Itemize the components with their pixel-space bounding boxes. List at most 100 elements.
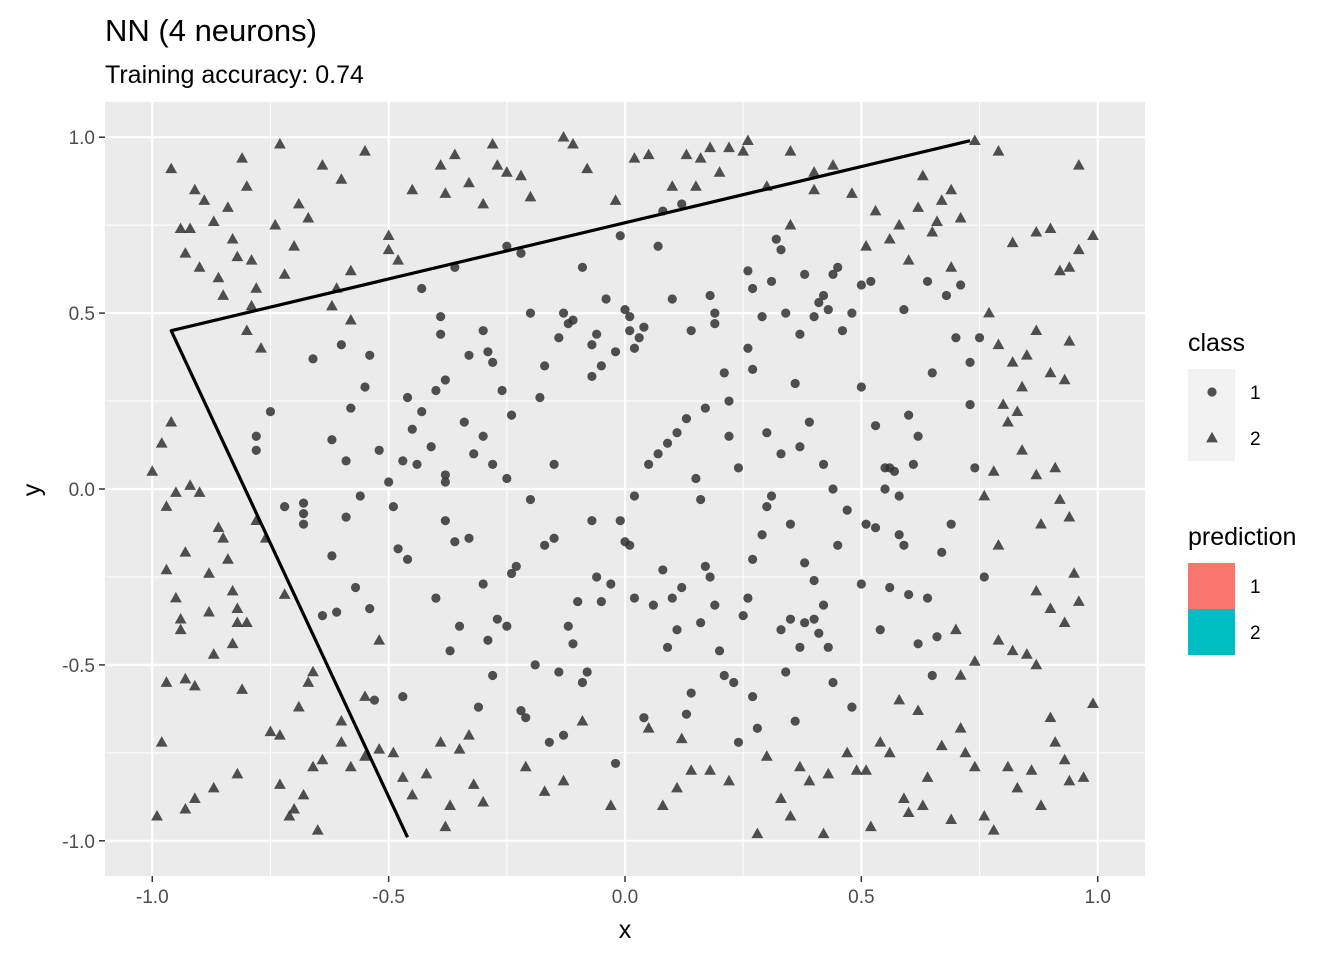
class-2-point <box>1044 602 1057 613</box>
class-2-point <box>968 134 981 146</box>
class-1-point <box>847 308 857 318</box>
y-tick-label: 0.5 <box>69 304 95 325</box>
class-2-point <box>992 634 1005 645</box>
x-tick-label: 1.0 <box>1085 887 1111 908</box>
class-1-point <box>828 269 838 279</box>
class-2-point <box>1006 236 1019 248</box>
class-1-point <box>861 519 871 529</box>
class-2-point <box>382 229 395 241</box>
class-1-point <box>374 445 384 455</box>
class-1-point <box>696 618 706 628</box>
class-1-point <box>974 333 985 343</box>
class-1-point <box>606 579 616 589</box>
class-2-point <box>968 760 981 772</box>
class-2-point <box>1063 774 1076 786</box>
class-1-point <box>369 695 380 705</box>
class-1-point <box>705 290 715 301</box>
class-1-point <box>833 262 843 272</box>
class-1-point <box>658 565 668 575</box>
class-1-point <box>951 333 961 343</box>
class-2-point <box>179 546 192 557</box>
class-2-point <box>685 764 698 775</box>
class-2-point <box>869 204 882 216</box>
class-2-point <box>567 138 579 149</box>
class-1-point <box>629 593 640 603</box>
class-1-point <box>511 561 521 572</box>
class-2-point <box>1030 225 1043 237</box>
class-2-point <box>883 746 896 758</box>
class-1-point <box>785 614 796 624</box>
class-1-point <box>610 758 621 769</box>
class-1-point <box>620 304 630 315</box>
class-2-point <box>723 774 735 786</box>
class-1-point <box>809 312 819 322</box>
class-1-point <box>516 706 526 716</box>
class-1-point <box>904 589 914 600</box>
class-2-point <box>519 760 532 772</box>
class-2-point <box>978 809 991 821</box>
class-1-point <box>440 470 450 480</box>
class-2-point <box>302 676 315 687</box>
class-1-point <box>856 280 866 290</box>
class-2-point <box>902 806 915 818</box>
class-1-point <box>795 329 805 339</box>
class-2-point <box>160 500 173 511</box>
class-1-point <box>592 572 602 582</box>
class-2-point <box>713 166 726 177</box>
class-2-point <box>406 183 419 195</box>
class-1-point <box>785 519 796 529</box>
class-1-point <box>662 438 673 448</box>
class-1-point <box>823 304 833 315</box>
class-1-point <box>922 593 933 603</box>
class-2-point <box>420 767 433 779</box>
class-2-point <box>950 623 962 635</box>
class-1-point <box>639 322 649 332</box>
y-axis-label: y <box>18 483 46 496</box>
class-1-point <box>596 596 606 607</box>
class-1-point <box>781 308 791 318</box>
class-2-point <box>604 799 617 810</box>
class-2-point <box>916 799 929 810</box>
class-1-point <box>776 245 786 255</box>
class-1-point <box>473 702 484 712</box>
class-2-point <box>240 180 253 191</box>
class-2-point <box>250 282 263 293</box>
class-1-point <box>502 621 512 631</box>
class-1-point <box>814 297 824 308</box>
class-2-point <box>1077 771 1090 782</box>
class-2-point <box>392 254 404 265</box>
class-1-point <box>469 449 479 459</box>
chart-subtitle: Training accuracy: 0.74 <box>105 61 364 89</box>
class-1-point <box>757 312 767 322</box>
class-1-point <box>402 554 413 564</box>
class-2-point <box>226 637 239 649</box>
class-1-point <box>341 456 351 466</box>
class-2-point <box>212 521 225 533</box>
class-2-point <box>808 166 820 177</box>
class-1-point <box>946 519 956 529</box>
class-2-point <box>822 767 835 779</box>
class-2-point <box>1072 243 1085 255</box>
class-1-point <box>492 614 502 624</box>
class-1-point <box>317 611 328 621</box>
class-1-point <box>587 371 597 382</box>
class-1-point <box>800 269 810 279</box>
class-1-point <box>729 677 739 688</box>
class-1-point <box>327 551 337 561</box>
class-2-point <box>935 739 948 751</box>
class-2-point <box>174 612 187 624</box>
class-2-point <box>231 602 244 613</box>
class-2-point <box>675 732 688 744</box>
class-2-point <box>912 201 924 212</box>
class-1-point <box>506 410 517 420</box>
class-2-point <box>827 159 839 170</box>
class-2-point <box>160 563 173 575</box>
class-1-point <box>360 382 370 392</box>
class-2-point <box>188 792 201 803</box>
class-1-point <box>965 357 975 367</box>
class-1-point <box>483 347 493 357</box>
class-1-point <box>488 670 498 681</box>
class-2-point <box>1058 753 1071 765</box>
class-2-point <box>151 809 163 821</box>
y-tick-label: -0.5 <box>62 656 95 677</box>
